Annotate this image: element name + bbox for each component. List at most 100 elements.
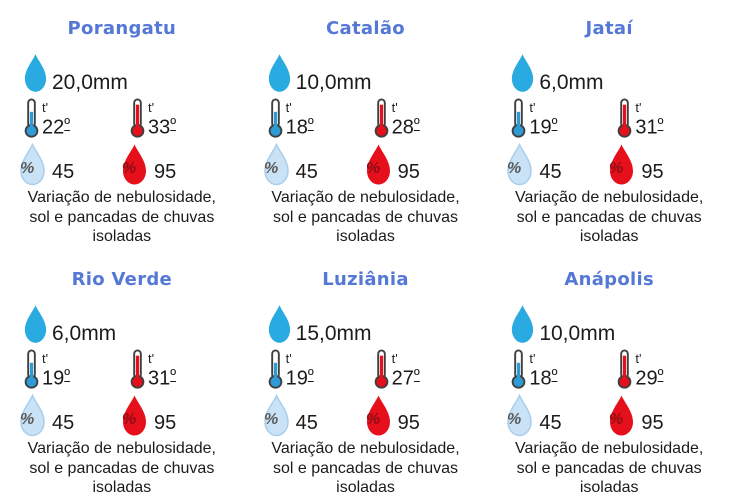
degree-ordinal-symbol: º <box>551 367 558 384</box>
humidity-low-drop-icon: % <box>20 143 45 186</box>
rainfall-row: 20,0mm <box>22 51 244 93</box>
raindrop-icon <box>268 305 290 343</box>
min-humidity-value: 45 <box>539 412 562 434</box>
humidity-high-drop-icon: % <box>122 144 146 185</box>
thermometer-min-icon <box>511 98 526 138</box>
max-humidity-group: % 95 <box>364 141 470 186</box>
min-temp-text: t' 19º <box>42 349 70 390</box>
max-temp-value: 33º <box>148 115 176 137</box>
thermometer-max-icon <box>130 98 145 138</box>
temperature-row: t' 19º t' 31º <box>22 349 244 390</box>
description-line: sol e pancadas de chuvas <box>272 459 458 477</box>
temperature-row: t' 18º t' 28º <box>266 98 488 139</box>
max-temperature-group: t' 31º <box>128 349 234 390</box>
city-card: Rio Verde 6,0mm t' 19º <box>0 251 244 503</box>
max-humidity-group: % 95 <box>607 141 713 186</box>
rainfall-row: 10,0mm <box>266 51 488 93</box>
city-name: Porangatu <box>67 18 177 39</box>
weather-icons-block: 10,0mm t' 18º <box>264 51 488 186</box>
forecast-description: Variação de nebulosidade, sol e pancadas… <box>244 439 488 498</box>
description-line: Variação de nebulosidade, <box>27 440 216 457</box>
max-humidity-value: 95 <box>397 412 420 434</box>
max-temp-text: t' 31º <box>148 349 176 390</box>
degree-ordinal-symbol: º <box>413 367 420 384</box>
city-card: Jataí 6,0mm t' 19º <box>487 0 731 251</box>
description-line: sol e pancadas de chuvas <box>516 208 702 226</box>
degree-ordinal-symbol: º <box>64 367 71 384</box>
max-temp-value: 29º <box>635 366 663 388</box>
min-temp-text: t' 22º <box>42 98 70 139</box>
degree-ordinal-symbol: º <box>307 367 314 384</box>
min-temp-value: 19º <box>286 366 314 388</box>
percent-symbol: % <box>507 160 521 177</box>
thermometer-max-icon <box>130 349 145 389</box>
min-temp-number: 18 <box>529 367 552 390</box>
max-temp-value: 28º <box>392 115 420 137</box>
max-temperature-group: t' 33º <box>128 98 234 139</box>
city-name: Rio Verde <box>71 269 173 290</box>
temp-symbol-label: t' <box>42 351 49 366</box>
rainfall-row: 15,0mm <box>266 302 488 344</box>
min-temp-value: 18º <box>529 366 557 388</box>
thermometer-min-icon <box>24 98 39 138</box>
raindrop-icon <box>268 54 290 92</box>
percent-symbol: % <box>122 411 136 428</box>
min-temp-number: 19 <box>529 116 552 139</box>
rainfall-row: 10,0mm <box>509 302 731 344</box>
min-humidity-value: 45 <box>295 412 318 434</box>
min-humidity-group: % 45 <box>262 392 368 437</box>
max-temp-number: 33 <box>148 116 171 139</box>
min-humidity-group: % 45 <box>505 141 611 186</box>
forecast-description: Variação de nebulosidade, sol e pancadas… <box>244 188 488 247</box>
description-line: isoladas <box>579 228 639 245</box>
humidity-row: % 45 % 95 <box>20 141 244 186</box>
max-humidity-group: % 95 <box>607 392 713 437</box>
max-temperature-group: t' 28º <box>372 98 478 139</box>
max-humidity-group: % 95 <box>120 392 226 437</box>
max-temp-text: t' 28º <box>392 98 420 139</box>
humidity-high-drop-icon: % <box>366 395 390 436</box>
forecast-description: Variação de nebulosidade, sol e pancadas… <box>0 188 244 247</box>
degree-ordinal-symbol: º <box>413 116 420 133</box>
temperature-row: t' 19º t' 27º <box>266 349 488 390</box>
description-line: isoladas <box>92 228 152 245</box>
description-line: sol e pancadas de chuvas <box>29 459 215 477</box>
description-line: isoladas <box>336 228 395 245</box>
thermometer-min-icon <box>268 349 282 389</box>
thermometer-max-icon <box>374 98 388 138</box>
max-temp-number: 28 <box>391 116 414 139</box>
rainfall-row: 6,0mm <box>22 302 244 344</box>
thermometer-max-icon <box>617 349 632 389</box>
max-temp-value: 31º <box>148 366 176 388</box>
min-temp-number: 19 <box>285 367 308 390</box>
description-line: isoladas <box>92 479 152 496</box>
min-humidity-value: 45 <box>295 161 318 183</box>
humidity-low-drop-icon: % <box>507 394 533 437</box>
weather-icons-block: 6,0mm t' 19º <box>20 302 244 437</box>
thermometer-max-icon <box>617 98 632 138</box>
min-temperature-group: t' 22º <box>22 98 128 139</box>
temp-symbol-label: t' <box>148 351 155 366</box>
min-temperature-group: t' 19º <box>509 98 615 139</box>
min-temp-value: 19º <box>42 366 70 388</box>
humidity-row: % 45 % 95 <box>507 392 731 437</box>
min-humidity-value: 45 <box>52 412 75 434</box>
thermometer-max-icon <box>374 349 388 389</box>
min-humidity-value: 45 <box>52 161 75 183</box>
humidity-high-drop-icon: % <box>609 395 634 436</box>
city-card: Anápolis 10,0mm t' 18º <box>487 251 731 503</box>
thermometer-min-icon <box>268 98 282 138</box>
min-temp-text: t' 18º <box>286 98 314 139</box>
percent-symbol: % <box>20 411 34 428</box>
description-line: Variação de nebulosidade, <box>27 189 216 206</box>
raindrop-icon <box>24 305 47 343</box>
description-line: Variação de nebulosidade, <box>271 189 460 206</box>
percent-symbol: % <box>609 411 623 428</box>
max-humidity-value: 95 <box>154 161 177 183</box>
degree-ordinal-symbol: º <box>170 116 177 133</box>
description-line: Variação de nebulosidade, <box>515 189 704 206</box>
thermometer-min-icon <box>511 349 526 389</box>
degree-ordinal-symbol: º <box>551 116 558 133</box>
min-temp-value: 19º <box>529 115 557 137</box>
humidity-row: % 45 % 95 <box>507 141 731 186</box>
